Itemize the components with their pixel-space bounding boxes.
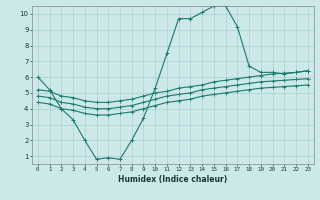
X-axis label: Humidex (Indice chaleur): Humidex (Indice chaleur) bbox=[118, 175, 228, 184]
